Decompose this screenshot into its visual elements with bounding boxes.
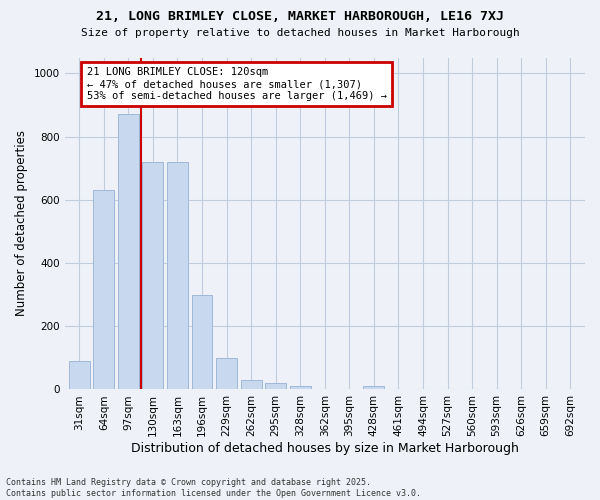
Bar xyxy=(191,294,212,390)
Bar xyxy=(364,386,385,390)
Y-axis label: Number of detached properties: Number of detached properties xyxy=(15,130,28,316)
Bar xyxy=(216,358,237,390)
Bar xyxy=(241,380,262,390)
X-axis label: Distribution of detached houses by size in Market Harborough: Distribution of detached houses by size … xyxy=(131,442,519,455)
Bar xyxy=(290,386,311,390)
Bar xyxy=(69,361,90,390)
Bar xyxy=(167,162,188,390)
Text: 21, LONG BRIMLEY CLOSE, MARKET HARBOROUGH, LE16 7XJ: 21, LONG BRIMLEY CLOSE, MARKET HARBOROUG… xyxy=(96,10,504,23)
Bar xyxy=(118,114,139,390)
Text: 21 LONG BRIMLEY CLOSE: 120sqm
← 47% of detached houses are smaller (1,307)
53% o: 21 LONG BRIMLEY CLOSE: 120sqm ← 47% of d… xyxy=(86,68,386,100)
Bar xyxy=(94,190,114,390)
Bar xyxy=(142,162,163,390)
Text: Size of property relative to detached houses in Market Harborough: Size of property relative to detached ho… xyxy=(80,28,520,38)
Bar xyxy=(265,383,286,390)
Text: Contains HM Land Registry data © Crown copyright and database right 2025.
Contai: Contains HM Land Registry data © Crown c… xyxy=(6,478,421,498)
